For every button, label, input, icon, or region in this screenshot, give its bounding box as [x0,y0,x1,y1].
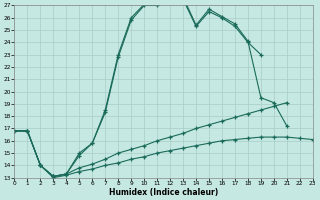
X-axis label: Humidex (Indice chaleur): Humidex (Indice chaleur) [109,188,218,197]
